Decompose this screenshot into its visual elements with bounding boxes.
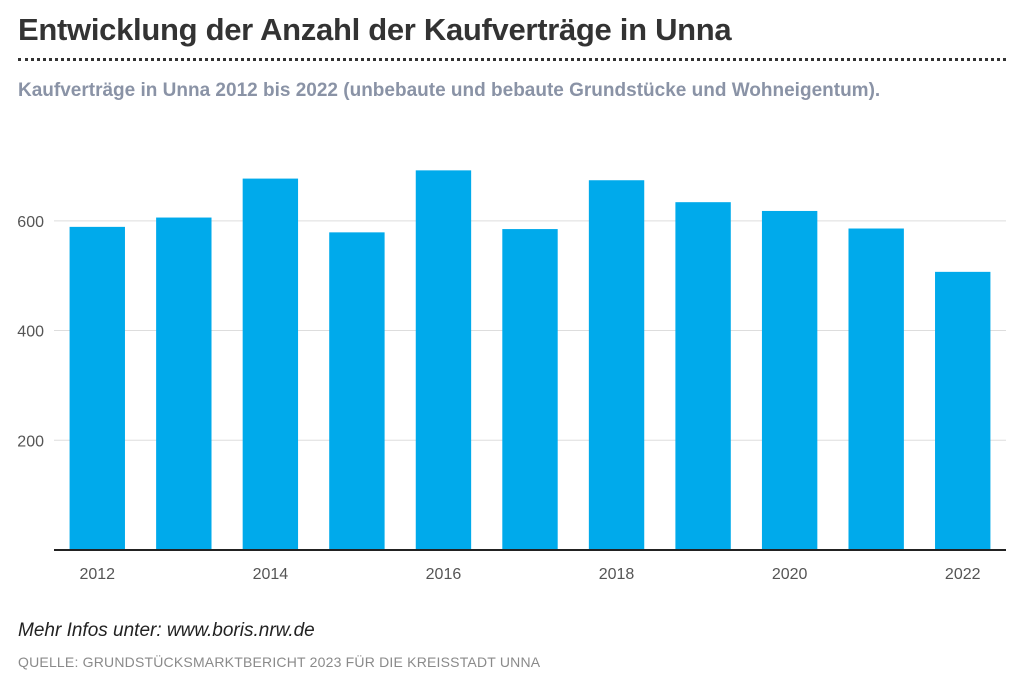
- source-note: QUELLE: GRUNDSTÜCKSMARKTBERICHT 2023 FÜR…: [18, 654, 541, 670]
- bar-2020: [761, 210, 818, 551]
- y-tick-label-200: 200: [17, 433, 44, 450]
- y-tick-label-400: 400: [17, 324, 44, 341]
- bar-2015: [329, 232, 385, 550]
- bars: [69, 170, 991, 551]
- y-tick-label-600: 600: [17, 214, 44, 231]
- x-tick-label-2014: 2014: [253, 566, 289, 583]
- chart-title: Entwicklung der Anzahl der Kaufverträge …: [18, 12, 732, 47]
- x-tick-label-2018: 2018: [599, 566, 635, 583]
- x-tick-label-2020: 2020: [772, 566, 808, 583]
- title-divider: [18, 58, 1006, 61]
- bar-2012: [69, 226, 125, 551]
- chart-subtitle: Kaufverträge in Unna 2012 bis 2022 (unbe…: [18, 80, 881, 101]
- x-tick-label-2016: 2016: [426, 566, 462, 583]
- bar-2014: [242, 178, 299, 550]
- bar-2021: [848, 228, 904, 550]
- bar-2017: [502, 229, 558, 550]
- bar-2019: [675, 202, 731, 551]
- bar-2013: [156, 217, 212, 550]
- x-tick-label-2012: 2012: [79, 566, 115, 583]
- x-tick-label-2022: 2022: [945, 566, 981, 583]
- bar-2018: [588, 180, 645, 550]
- bar-2016: [415, 170, 472, 550]
- y-tick-labels: 200 400 600: [17, 214, 44, 450]
- bar-2022: [935, 271, 991, 550]
- bar-chart: 200 400 600 2012 2014 2016 2018 2020 2022: [17, 170, 1006, 583]
- x-tick-labels: 2012 2014 2016 2018 2020 2022: [79, 566, 980, 583]
- more-info-text: Mehr Infos unter: www.boris.nrw.de: [18, 620, 315, 641]
